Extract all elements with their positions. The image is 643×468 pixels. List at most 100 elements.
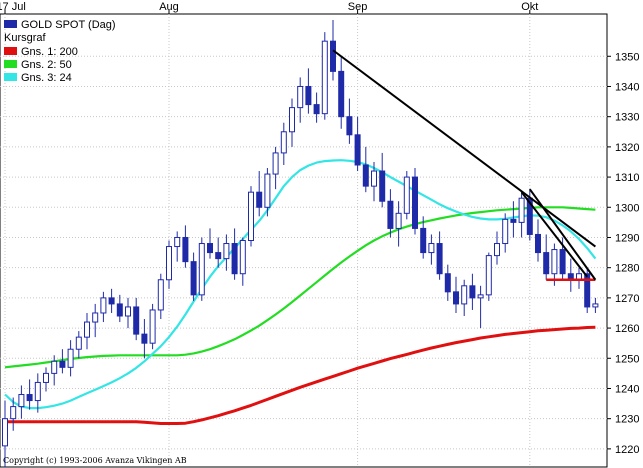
candle — [280, 122, 287, 165]
candle-body-up — [149, 309, 156, 344]
candle — [75, 331, 82, 359]
candle — [10, 397, 17, 431]
candle — [67, 340, 74, 377]
candle — [395, 201, 402, 247]
candle-body-up — [166, 246, 172, 281]
candle — [346, 98, 353, 144]
candle-body-up — [485, 255, 492, 296]
candle-body-down — [584, 273, 591, 308]
candle — [371, 161, 377, 202]
candle-body-up — [321, 40, 328, 115]
candle — [133, 297, 140, 341]
x-tick-label: Aug — [159, 1, 179, 13]
legend: GOLD SPOT (Dag) Kursgraf Gns. 1: 200 Gns… — [4, 19, 116, 84]
candle-body-down — [141, 333, 148, 344]
y-tick-label: 1310 — [615, 172, 639, 184]
candle — [100, 291, 107, 323]
candle — [116, 294, 123, 323]
candle — [321, 32, 328, 120]
y-tick-label: 1320 — [615, 142, 639, 154]
candle — [428, 234, 435, 265]
legend-label-ma24: Gns. 3: 24 — [21, 72, 72, 84]
candle — [420, 216, 427, 259]
legend-label-kursgraf: Kursgraf — [4, 32, 47, 44]
candle-body-down — [133, 306, 140, 335]
candle-body-up — [264, 173, 271, 208]
candle — [207, 228, 213, 259]
candle — [256, 171, 263, 217]
candle-body-down — [379, 170, 386, 202]
candle — [494, 231, 500, 265]
candle-body-up — [198, 243, 205, 296]
candle-body-down — [26, 394, 33, 402]
candle — [461, 279, 468, 316]
candle — [403, 171, 410, 220]
y-tick-label: 1280 — [615, 263, 639, 275]
candle — [166, 240, 172, 289]
candle — [387, 189, 394, 238]
candle — [502, 213, 509, 253]
candle-body-up — [502, 218, 509, 245]
x-tick-label: 2017 Jul — [0, 1, 26, 13]
candle-body-up — [2, 418, 8, 447]
candle — [510, 201, 517, 238]
candle-body-up — [10, 406, 17, 420]
candle — [535, 219, 541, 262]
candle — [485, 252, 492, 301]
candle — [354, 116, 361, 172]
candle-body-up — [428, 243, 435, 254]
y-axis: 1220 1230 1240 1250 1260 1270 1280 1290 1300 1310… — [607, 51, 639, 456]
candle-body-down — [305, 85, 312, 106]
candle — [436, 231, 443, 280]
candle-body-up — [297, 85, 304, 109]
candle — [174, 231, 181, 262]
candle-body-up — [477, 294, 484, 299]
x-tick-label: Okt — [521, 1, 538, 13]
candle-body-down — [436, 243, 443, 275]
y-tick-label: 1230 — [615, 414, 639, 426]
candle-body-down — [387, 200, 394, 229]
candle-body-down — [535, 233, 541, 254]
candle-body-up — [280, 131, 287, 154]
candle — [215, 237, 222, 268]
candle — [223, 234, 230, 271]
series-line-ma50 — [4, 206, 596, 369]
legend-swatch-ma200 — [4, 47, 17, 55]
candle — [543, 234, 550, 280]
y-tick-label: 1260 — [615, 323, 639, 335]
y-tick-label: 1300 — [615, 202, 639, 214]
candle — [198, 237, 205, 301]
candle-body-down — [362, 164, 369, 187]
candle-body-down — [59, 360, 66, 368]
candle — [59, 349, 66, 374]
candle — [239, 237, 246, 286]
candle — [313, 92, 320, 123]
candle — [149, 303, 156, 350]
candle — [157, 273, 164, 320]
trendline — [520, 191, 588, 278]
y-tick-label: 1270 — [615, 293, 639, 305]
candle — [248, 186, 254, 247]
candle-body-down — [346, 116, 353, 136]
candle-body-down — [190, 261, 197, 296]
candle-body-up — [67, 348, 74, 368]
candlesticks — [2, 20, 599, 467]
candle-body-up — [100, 297, 107, 314]
candle — [272, 146, 279, 190]
y-tick-label: 1250 — [615, 353, 639, 365]
gridlines — [0, 14, 607, 467]
candle — [289, 98, 295, 147]
candle-body-up — [51, 360, 58, 374]
candle-body-down — [207, 243, 213, 254]
x-axis: 2017 Jul Aug Sep Okt — [0, 1, 538, 14]
candle-body-down — [330, 40, 336, 72]
candle — [362, 146, 369, 193]
candle-body-down — [108, 297, 115, 305]
plot-area — [0, 13, 608, 468]
candle — [297, 77, 304, 123]
candle-body-down — [412, 176, 418, 229]
series-line-ma200 — [5, 325, 596, 425]
trendlines — [332, 49, 597, 282]
candle — [125, 297, 131, 329]
